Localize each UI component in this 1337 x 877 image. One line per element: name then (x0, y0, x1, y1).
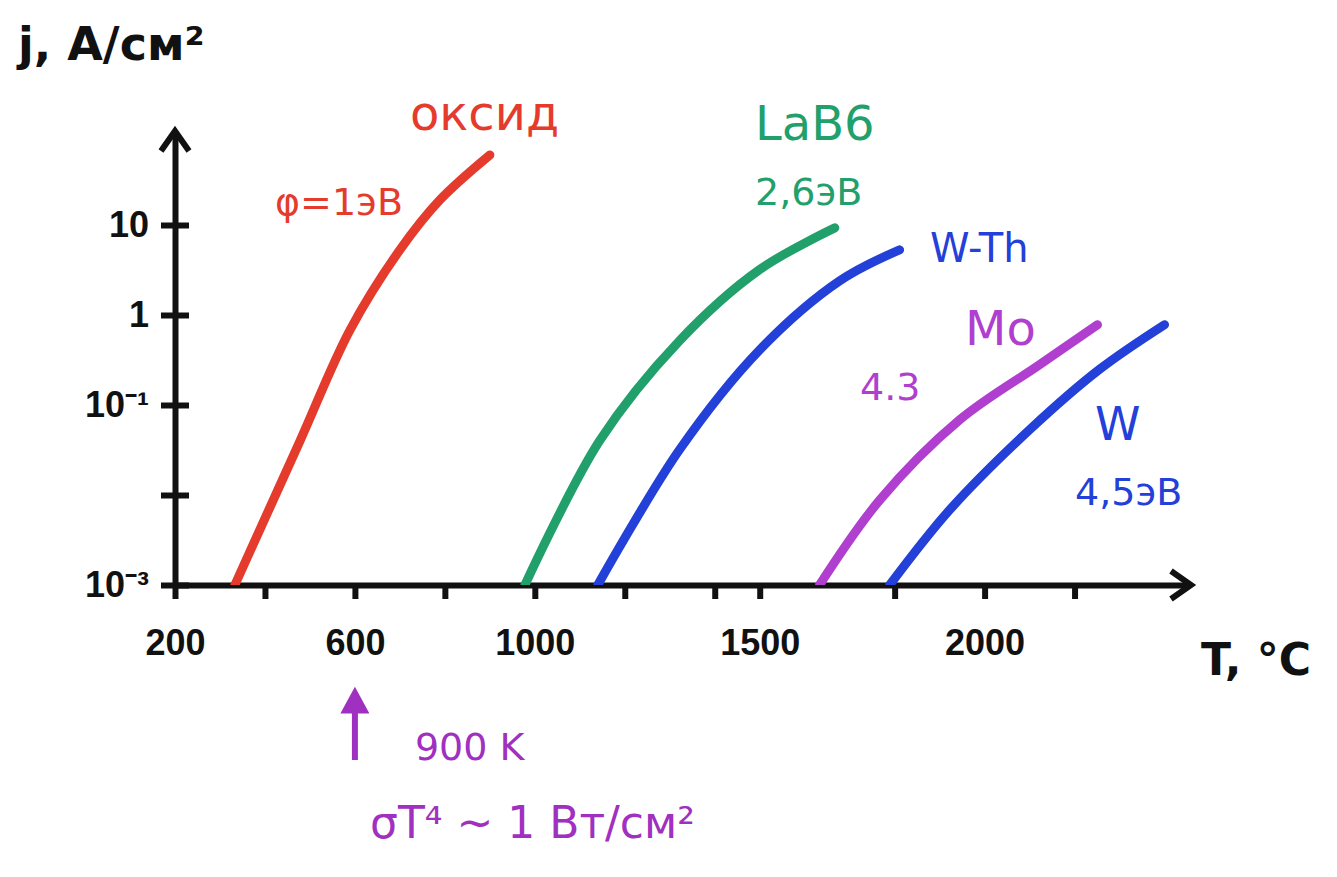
tick: 200 (145, 585, 205, 663)
x-axis-title: T, °C (1201, 634, 1311, 685)
tick-label: 600 (325, 622, 385, 663)
y-axis-title: j, A/см² (16, 17, 205, 71)
tick-label: 200 (145, 622, 205, 663)
work-function-label: 2,6эВ (755, 170, 862, 214)
axis-arrow (161, 131, 189, 151)
tick-label: 1500 (720, 622, 800, 663)
tick (625, 585, 626, 599)
tick-mark (982, 585, 988, 599)
curves (235, 155, 1165, 585)
annotation: σT⁴ ~ 1 Вт/см² (370, 797, 695, 848)
tick (265, 585, 266, 599)
tick-mark (757, 585, 763, 599)
tick-mark (892, 585, 898, 599)
tick: 1500 (720, 585, 800, 663)
x-axis: 200 600 1000 1500 2000 (145, 585, 1187, 663)
tick-label: 1000 (495, 622, 575, 663)
tick: 1000 (495, 585, 575, 663)
tick: 10⁻¹ (85, 384, 189, 425)
tick-mark (1072, 585, 1078, 599)
series-label: W-Th (930, 225, 1028, 271)
work-function-label: 4.3 (860, 365, 920, 409)
tick: 600 (325, 585, 385, 663)
tick (161, 495, 189, 496)
axis-line (176, 583, 1188, 589)
tick-mark (161, 313, 189, 319)
tick-label: 10⁻¹ (85, 384, 149, 425)
series-label: Mo (965, 300, 1036, 356)
tick-label: 10 (109, 204, 149, 245)
y-axis: 10⁻³ 10⁻¹ 1 10 (85, 136, 189, 606)
tick-mark (161, 403, 189, 409)
curve (890, 325, 1165, 585)
tick-label: 10⁻³ (85, 564, 149, 605)
tick-mark (622, 585, 628, 599)
curve (525, 228, 835, 585)
tick: 2000 (945, 585, 1025, 663)
axis-line (173, 136, 179, 586)
tick-mark (352, 585, 358, 599)
chart: 200 600 1000 1500 2000 10⁻³ 10⁻¹ 1 10 j, A/см² T, … (0, 0, 1337, 877)
series-label: W (1095, 397, 1140, 451)
tick-mark (161, 223, 189, 229)
plot: 200 600 1000 1500 2000 10⁻³ 10⁻¹ 1 10 (85, 131, 1191, 663)
tick-mark (442, 585, 448, 599)
tick (895, 585, 896, 599)
tick (445, 585, 446, 599)
tick-label: 1 (129, 294, 149, 335)
annotation-arrow-head (343, 690, 367, 712)
tick-mark (532, 585, 538, 599)
work-function-label: 4,5эВ (1075, 470, 1182, 514)
tick: 1 (129, 294, 189, 335)
work-function-label: φ=1эВ (275, 180, 403, 224)
curve (820, 325, 1098, 585)
tick-mark (712, 585, 718, 599)
tick-mark (161, 583, 189, 589)
tick: 10 (109, 204, 189, 245)
annotation: 900 K (415, 725, 526, 769)
axis-arrow (1171, 571, 1191, 599)
series-label: LaB6 (755, 95, 875, 151)
tick: 10⁻³ (85, 564, 189, 605)
series-label: оксид (410, 85, 559, 141)
curve (235, 155, 490, 585)
tick-mark (262, 585, 268, 599)
tick-label: 2000 (945, 622, 1025, 663)
tick (715, 585, 716, 599)
tick-mark (161, 493, 189, 499)
tick (1075, 585, 1076, 599)
